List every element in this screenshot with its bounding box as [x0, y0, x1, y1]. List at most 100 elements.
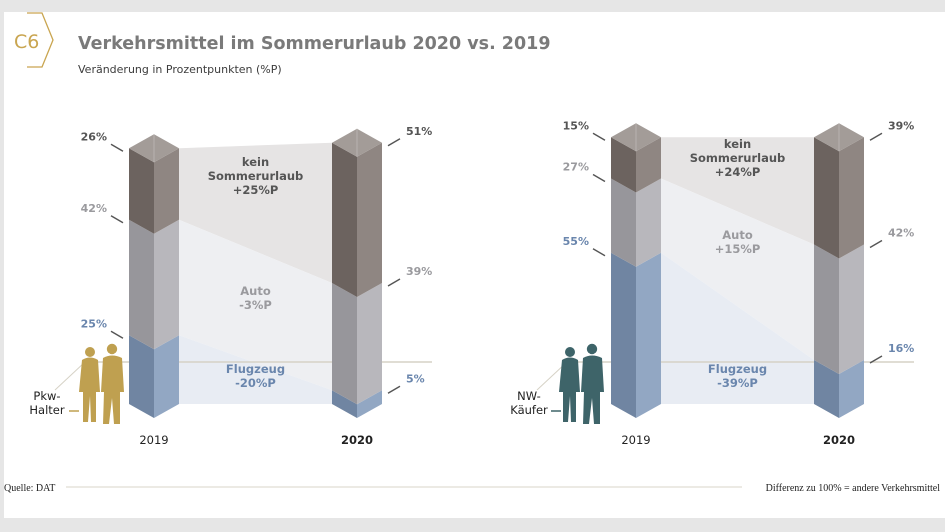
panels: 25%5%42%39%26% 51%Flugzeug-20%PAuto-3%Pke… [29, 119, 914, 447]
x-tick-label-2019: 2019 [621, 433, 650, 447]
bar-segment-kein-sommerurlaub-left-face [332, 142, 357, 297]
change-band-kein-sommerurlaub [661, 137, 814, 245]
leader-tick [387, 278, 401, 287]
bar-segment-flugzeug-right-face [154, 335, 179, 418]
column-2020 [814, 123, 864, 418]
group-label: Halter [29, 403, 64, 417]
change-band-kein-sommerurlaub [179, 142, 332, 283]
people-silhouette-icon [559, 343, 604, 424]
change-band-flugzeug [661, 252, 814, 404]
panel-1: 25% 5% 42% 39% 26% 51% Flugzeug-20%P Auto-3%P ke… [29, 125, 432, 447]
leader-tick [387, 385, 401, 394]
change-label-flugzeug: -20%P [235, 376, 276, 390]
bar-segment-auto-left-face [814, 244, 839, 374]
change-label-kein-sommerurlaub: kein [242, 155, 269, 169]
person-head [565, 347, 575, 357]
footer: Quelle: DAT Differenz zu 100% = andere V… [4, 483, 940, 494]
bar-segment-flugzeug-right-face [636, 252, 661, 418]
bar-segment-kein-sommerurlaub-right-face [357, 142, 382, 297]
leader-tick [869, 132, 883, 141]
change-label-kein-sommerurlaub: kein [724, 137, 751, 151]
bar-segment-auto-left-face [129, 219, 154, 350]
x-tick-label-2019: 2019 [139, 433, 168, 447]
bar-segment-flugzeug-left-face [129, 335, 154, 418]
leader-tick [869, 239, 883, 249]
bar-segment-auto-right-face [154, 219, 179, 350]
group-label: NW- [517, 389, 541, 403]
value-label-2020-kein-sommerurlaub: 51% [406, 125, 432, 138]
value-label-2020-auto: 42% [888, 227, 914, 240]
source-note: Quelle: DAT [4, 483, 55, 494]
value-label-2019-flugzeug: 55% [563, 235, 589, 248]
value-label-2020-kein-sommerurlaub: 39% [888, 119, 914, 132]
chart-title: Verkehrsmittel im Sommerurlaub 2020 vs. … [78, 34, 551, 54]
leader-tick [110, 330, 124, 339]
bar-segment-auto-right-face [839, 244, 864, 374]
change-label-auto: +15%P [715, 242, 761, 256]
reference-line-diagonal [54, 361, 86, 391]
change-label-auto: -3%P [239, 298, 272, 312]
chevron-icon [27, 12, 54, 68]
column-2019 [611, 123, 661, 418]
column-2019 [129, 134, 179, 418]
value-label-2019-kein-sommerurlaub: 26% [81, 130, 107, 143]
value-label-2019-kein-sommerurlaub: 15% [563, 119, 589, 132]
bar-segment-flugzeug-left-face [611, 252, 636, 418]
value-label-2019-auto: 42% [81, 202, 107, 215]
value-label-2019-flugzeug: 25% [81, 317, 107, 330]
change-label-auto: Auto [240, 284, 271, 298]
bar-segment-kein-sommerurlaub-right-face [636, 137, 661, 193]
bar-segment-kein-sommerurlaub-right-face [154, 148, 179, 234]
difference-note: Differenz zu 100% = andere Verkehrsmitte… [766, 483, 941, 494]
person-body [79, 357, 100, 422]
x-tick-label-2020: 2020 [341, 433, 373, 447]
bar-segment-auto-right-face [636, 178, 661, 267]
person-body [559, 357, 580, 422]
change-label-flugzeug: Flugzeug [226, 362, 285, 376]
change-label-kein-sommerurlaub: +24%P [715, 165, 761, 179]
group-label: Käufer [510, 403, 548, 417]
change-label-kein-sommerurlaub: Sommerurlaub [208, 169, 304, 183]
bar-segment-auto-right-face [357, 283, 382, 405]
bar-segment-flugzeug-right-face [839, 360, 864, 418]
bar-segment-flugzeug-left-face [814, 360, 839, 418]
change-label-kein-sommerurlaub: Sommerurlaub [690, 151, 786, 165]
bar-segment-kein-sommerurlaub-left-face [129, 148, 154, 234]
change-band-auto [179, 219, 332, 391]
bar-segment-auto-left-face [611, 178, 636, 267]
change-label-kein-sommerurlaub: +25%P [233, 183, 279, 197]
change-label-auto: Auto [722, 228, 753, 242]
leader-tick [592, 248, 606, 257]
leader-tick [592, 173, 606, 183]
column-2020 [332, 128, 382, 418]
person-head [106, 343, 118, 355]
people-silhouette-icon [79, 343, 124, 424]
chart-subtitle: Veränderung in Prozentpunkten (%P) [78, 63, 282, 76]
bar-segment-auto-left-face [332, 283, 357, 405]
value-label-2020-flugzeug: 5% [406, 372, 425, 385]
value-label-2020-auto: 39% [406, 265, 432, 278]
change-label-flugzeug: -39%P [717, 376, 758, 390]
leader-tick [869, 355, 883, 364]
leader-tick [592, 132, 606, 141]
person-body [101, 355, 124, 424]
bar-segment-flugzeug-right-face [357, 390, 382, 418]
bar-segment-kein-sommerurlaub-left-face [611, 137, 636, 193]
person-head [85, 347, 95, 357]
bar-segment-kein-sommerurlaub-right-face [839, 137, 864, 259]
change-band-auto [661, 178, 814, 360]
change-label-flugzeug: Flugzeug [708, 362, 767, 376]
leader-tick [110, 143, 124, 152]
person-body [581, 355, 604, 424]
person-head [586, 343, 598, 355]
bar-segment-kein-sommerurlaub-left-face [814, 137, 839, 259]
leader-tick [110, 215, 124, 224]
value-label-2019-auto: 27% [563, 161, 589, 174]
panel-2: 55% 16% 27% 42% 15% 39% Flugzeug-39%P Auto+15%P… [510, 119, 914, 447]
chart-code: C6 [14, 31, 39, 53]
bar-segment-flugzeug-left-face [332, 390, 357, 418]
group-label: Pkw- [33, 389, 60, 403]
header: C6 Verkehrsmittel im Sommerurlaub 2020 v… [14, 12, 551, 76]
leader-tick [387, 138, 401, 147]
